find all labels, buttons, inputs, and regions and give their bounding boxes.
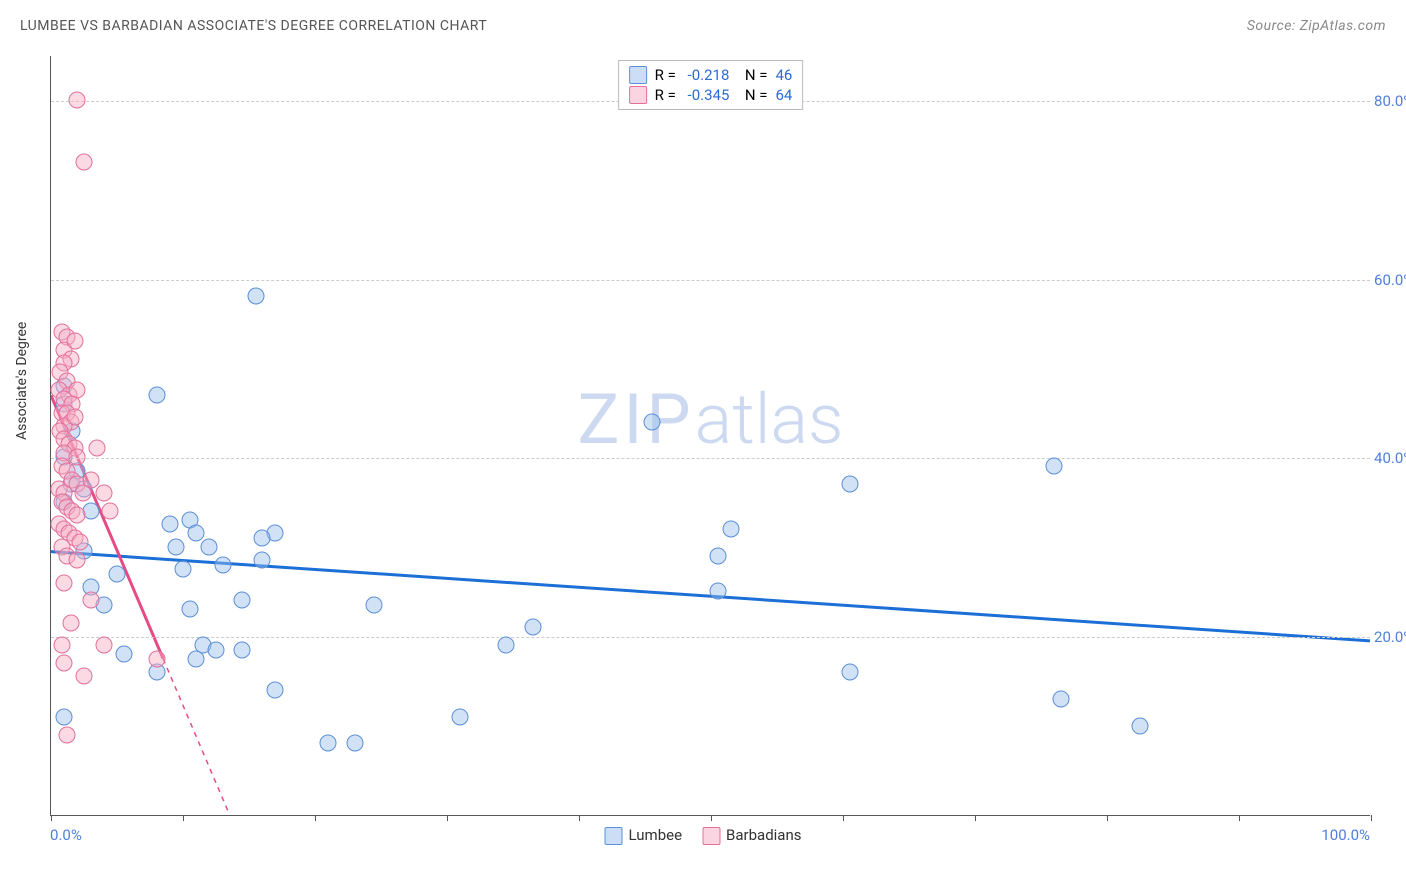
legend-swatch-barbadian: [629, 86, 647, 104]
data-point: [148, 386, 165, 403]
data-point: [115, 646, 132, 663]
data-point: [82, 592, 99, 609]
data-point: [69, 91, 86, 108]
x-tick: [1107, 815, 1108, 821]
data-point: [498, 637, 515, 654]
legend-series: Lumbee Barbadians: [605, 826, 802, 845]
data-point: [76, 668, 93, 685]
data-point: [148, 650, 165, 667]
legend-n-barbadian: 64: [775, 86, 792, 104]
legend-swatch-lumbee-b: [605, 827, 623, 845]
data-point: [66, 333, 83, 350]
x-tick: [315, 815, 316, 821]
x-min-label: 0.0%: [50, 826, 82, 844]
data-point: [69, 507, 86, 524]
data-point: [452, 708, 469, 725]
x-tick: [447, 815, 448, 821]
legend-r-barbadian: -0.345: [688, 86, 730, 104]
source-credit: Source: ZipAtlas.com: [1247, 18, 1386, 34]
data-point: [188, 650, 205, 667]
data-point: [89, 440, 106, 457]
x-tick: [843, 815, 844, 821]
data-point: [175, 561, 192, 578]
data-point: [161, 516, 178, 533]
data-point: [709, 583, 726, 600]
data-point: [254, 529, 271, 546]
data-point: [1132, 717, 1149, 734]
x-tick: [711, 815, 712, 821]
data-point: [1052, 690, 1069, 707]
legend-r-label: R =: [655, 86, 680, 104]
legend-label-barbadian: Barbadians: [726, 826, 801, 844]
x-tick: [975, 815, 976, 821]
data-point: [53, 637, 70, 654]
legend-n-label: N =: [737, 66, 767, 84]
data-point: [234, 592, 251, 609]
x-tick: [579, 815, 580, 821]
data-point: [254, 552, 271, 569]
data-point: [643, 413, 660, 430]
data-point: [188, 525, 205, 542]
y-tick-label: 60.0%: [1374, 271, 1406, 289]
data-point: [267, 681, 284, 698]
data-point: [69, 552, 86, 569]
data-point: [841, 663, 858, 680]
trend-lines: [51, 56, 1370, 815]
data-point: [208, 641, 225, 658]
legend-swatch-lumbee: [629, 66, 647, 84]
scatter-chart: ZIPatlas R = -0.218 N = 46 R = -0.345 N …: [50, 56, 1370, 816]
data-point: [76, 154, 93, 171]
data-point: [524, 619, 541, 636]
data-point: [66, 409, 83, 426]
data-point: [109, 565, 126, 582]
data-point: [56, 655, 73, 672]
data-point: [56, 708, 73, 725]
data-point: [95, 637, 112, 654]
data-point: [74, 485, 91, 502]
x-tick: [183, 815, 184, 821]
chart-title: LUMBEE VS BARBADIAN ASSOCIATE'S DEGREE C…: [20, 18, 487, 34]
data-point: [709, 547, 726, 564]
data-point: [214, 556, 231, 573]
grid-line: [51, 280, 1370, 281]
legend-r-label: R =: [655, 66, 680, 84]
y-tick-label: 40.0%: [1374, 449, 1406, 467]
legend-n-label: N =: [737, 86, 767, 104]
data-point: [95, 485, 112, 502]
data-point: [58, 726, 75, 743]
legend-swatch-barbadian-b: [702, 827, 720, 845]
grid-line: [51, 637, 1370, 638]
data-point: [841, 476, 858, 493]
data-point: [181, 601, 198, 618]
legend-stats: R = -0.218 N = 46 R = -0.345 N = 64: [618, 60, 804, 110]
data-point: [346, 735, 363, 752]
data-point: [234, 641, 251, 658]
grid-line: [51, 458, 1370, 459]
legend-label-lumbee: Lumbee: [629, 826, 683, 844]
data-point: [366, 596, 383, 613]
data-point: [56, 574, 73, 591]
data-point: [201, 538, 218, 555]
legend-n-lumbee: 46: [775, 66, 792, 84]
data-point: [62, 614, 79, 631]
data-point: [247, 288, 264, 305]
y-tick-label: 20.0%: [1374, 628, 1406, 646]
legend-r-lumbee: -0.218: [688, 66, 730, 84]
x-tick: [1239, 815, 1240, 821]
x-tick: [51, 815, 52, 821]
data-point: [168, 538, 185, 555]
watermark: ZIPatlas: [578, 379, 844, 461]
y-tick-label: 80.0%: [1374, 92, 1406, 110]
y-axis-title: Associate's Degree: [14, 322, 30, 440]
data-point: [72, 534, 89, 551]
x-tick: [1371, 815, 1372, 821]
data-point: [320, 735, 337, 752]
x-max-label: 100.0%: [1321, 826, 1370, 844]
data-point: [722, 520, 739, 537]
data-point: [102, 503, 119, 520]
data-point: [1046, 458, 1063, 475]
